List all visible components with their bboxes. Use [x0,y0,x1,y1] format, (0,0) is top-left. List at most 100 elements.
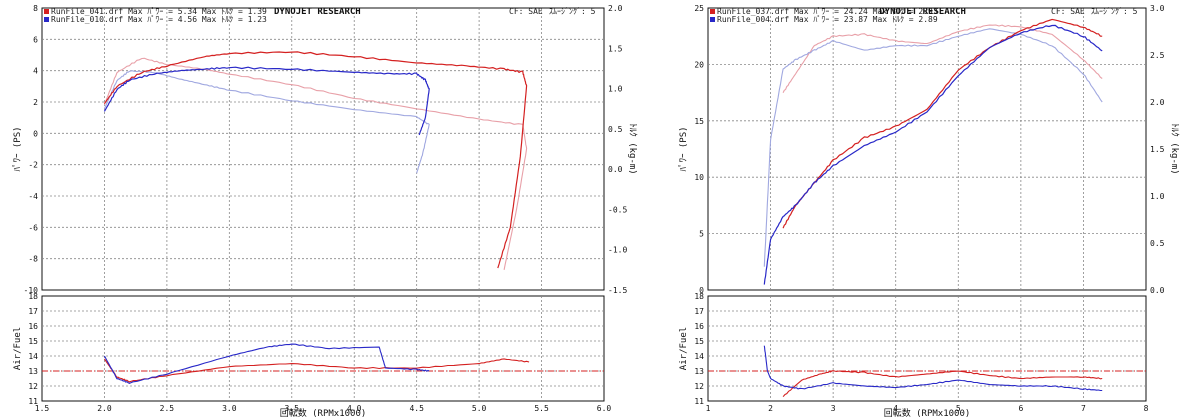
torque-y-tick-label: 1.0 [1150,192,1165,201]
legend-swatch [44,9,49,14]
afr-y-tick-label: 15 [28,337,38,346]
power-y-tick-label: -2 [28,161,38,170]
x-tick-label: 3.5 [285,404,300,413]
power-curve-2 [103,66,430,136]
x-tick-label: 5.5 [534,404,549,413]
legend-entry: RunFile_041.drf Max ﾊﾟﾜｰ = 5.34 Max ﾄﾙｸ … [51,7,267,16]
x-tick-label: 5.0 [472,404,487,413]
afr-axis-label: Air/Fuel [13,327,23,370]
legend-swatch [710,17,715,22]
afr-y-tick-label: 14 [28,352,38,361]
power-y-tick-label: 8 [33,4,38,13]
legend-swatch [44,17,49,22]
power-curve-1 [103,51,528,269]
power-y-tick-label: 2 [33,98,38,107]
x-tick-label: 8 [1144,404,1149,413]
x-axis-label: 回転数 (RPMx1000) [884,407,971,419]
power-y-tick-label: -6 [28,223,38,232]
power-y-tick-label: -4 [28,192,38,201]
x-tick-label: 4.0 [347,404,362,413]
power-y-tick-label: -8 [28,255,38,264]
x-tick-label: 5 [956,404,961,413]
power-curve-2 [763,24,1103,285]
torque-y-tick-label: 2.0 [1150,98,1165,107]
legend-entry: RunFile_037.drf Max ﾊﾟﾜｰ = 24.24 Max ﾄﾙｸ… [717,7,938,16]
x-tick-label: 2 [768,404,773,413]
power-y-tick-label: 15 [694,117,704,126]
x-tick-label: 3.0 [222,404,237,413]
torque-curve-1 [103,57,528,271]
afr-y-tick-label: 17 [28,307,38,316]
torque-curve-1 [782,24,1103,94]
afr-axis-label: Air/Fuel [679,327,689,370]
afr-y-tick-label: 16 [28,322,38,331]
legend-entry: RunFile_010.drf Max ﾊﾟﾜｰ = 4.56 Max ﾄﾙｸ … [51,15,267,24]
smoothing-setting: ｽﾑｰｼﾞﾝｸﾞ: 5 [1091,7,1138,16]
torque-y-tick-label: 0.5 [1150,239,1165,248]
chart-title: DYNOJET RESEARCH [274,7,361,17]
power-y-tick-label: 5 [699,230,704,239]
power-y-tick-label: 25 [694,4,704,13]
power-y-tick-label: 4 [33,67,38,76]
power-y-tick-label: 20 [694,60,704,69]
power-y-tick-label: 0 [699,286,704,295]
power-y-tick-label: -10 [24,286,39,295]
x-tick-label: 1.5 [35,404,50,413]
torque-curve-2 [103,70,430,174]
torque-y-tick-label: -1.0 [608,246,627,255]
afr-y-tick-label: 17 [694,307,704,316]
afr-curve-1 [103,358,530,383]
afr-plot-frame [707,295,1147,402]
afr-y-tick-label: 18 [28,292,38,301]
torque-axis-label: ﾄﾙｸ (kg-m) [1169,123,1180,174]
torque-y-tick-label: 1.5 [608,44,623,53]
x-tick-label: 2.5 [160,404,175,413]
dyno-chart-2: 1 2 3 4 5 6 7 805101520250.00.51.01.52.02.53.01… [678,4,1180,419]
torque-axis-label: ﾄﾙｸ (kg-m) [627,123,638,174]
power-plot-frame [41,7,605,291]
afr-y-tick-label: 14 [694,352,704,361]
power-y-tick-label: 6 [33,35,38,44]
smoothing-setting: ｽﾑｰｼﾞﾝｸﾞ: 5 [549,7,596,16]
dyno-chart-1: 1.5 2.0 2.5 3.0 3.5 4.0 4.5 5.0 5.5 6.0 -10 -8 -6 -4 -… [12,4,638,419]
afr-y-tick-label: 12 [28,382,38,391]
afr-y-tick-label: 11 [694,397,704,406]
torque-y-tick-label: 0.0 [1150,286,1165,295]
correction-factor: CF: SAE [1051,7,1085,16]
torque-y-tick-label: 1.5 [1150,145,1165,154]
x-tick-label: 6 [1018,404,1023,413]
x-tick-label: 3 [831,404,836,413]
x-tick-label: 6.0 [597,404,612,413]
afr-y-tick-label: 13 [28,367,38,376]
power-axis-label: ﾊﾟﾜｰ (PS) [678,126,689,171]
power-y-tick-label: 0 [33,129,38,138]
torque-y-tick-label: -0.5 [608,205,627,214]
torque-y-tick-label: 2.0 [608,4,623,13]
afr-y-tick-label: 13 [694,367,704,376]
x-tick-label: 4.5 [409,404,424,413]
chart-title: DYNOJET RESEARCH [879,7,966,17]
torque-curve-2 [763,28,1103,267]
afr-curve-1 [782,370,1103,398]
x-tick-label: 4 [893,404,898,413]
afr-y-tick-label: 15 [694,337,704,346]
torque-y-tick-label: 3.0 [1150,4,1165,13]
x-axis-label: 回転数 (RPMx1000) [280,407,367,419]
torque-y-tick-label: 0.0 [608,165,623,174]
legend-entry: RunFile_004.drf Max ﾊﾟﾜｰ = 23.87 Max ﾄﾙｸ… [717,15,938,24]
power-axis-label: ﾊﾟﾜｰ (PS) [12,126,23,171]
torque-y-tick-label: 2.5 [1150,51,1165,60]
x-tick-label: 2.0 [97,404,112,413]
legend-swatch [710,9,715,14]
afr-curve-2 [103,343,430,384]
afr-y-tick-label: 11 [28,397,38,406]
power-plot-frame [707,7,1147,291]
afr-y-tick-label: 18 [694,292,704,301]
torque-y-tick-label: -1.5 [608,286,627,295]
x-tick-label: 1 [706,404,711,413]
afr-plot-frame [41,295,605,402]
power-y-tick-label: 10 [694,173,704,182]
afr-y-tick-label: 12 [694,382,704,391]
x-tick-label: 7 [1081,404,1086,413]
